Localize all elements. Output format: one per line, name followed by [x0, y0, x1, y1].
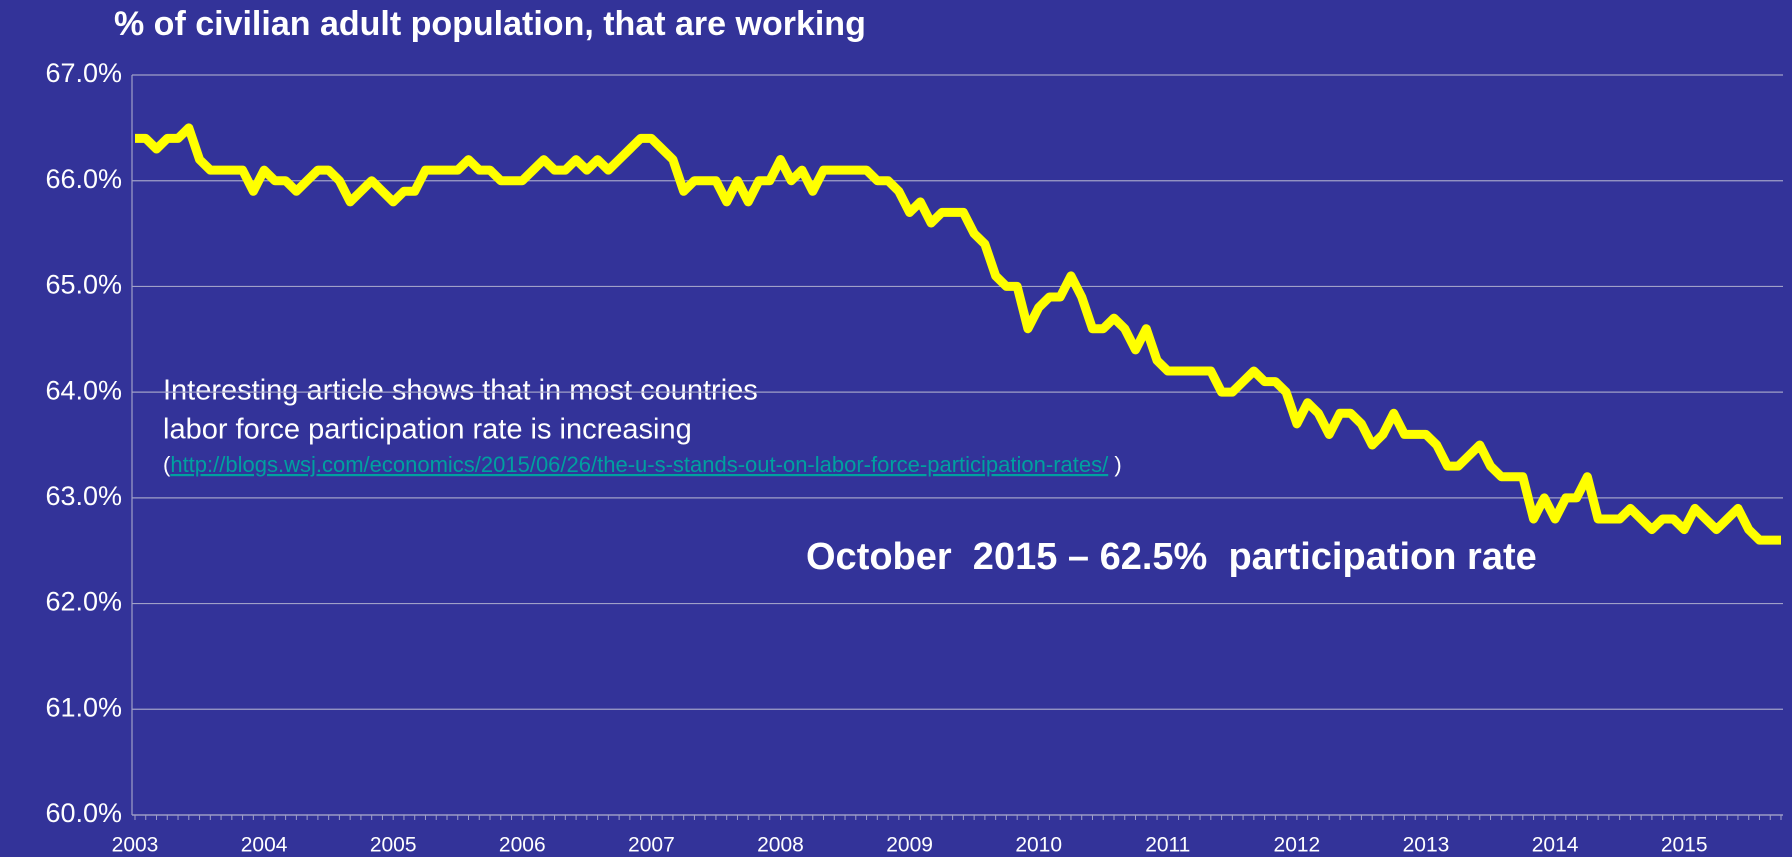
- x-tick-label: 2004: [241, 834, 288, 857]
- x-tick-label: 2007: [628, 834, 675, 857]
- x-tick-label: 2005: [370, 834, 417, 857]
- y-tick-label: 62.0%: [45, 587, 122, 617]
- chart-title: % of civilian adult population, that are…: [114, 5, 866, 43]
- paren: (: [163, 452, 171, 477]
- x-tick-label: 2003: [112, 834, 159, 857]
- paren: ): [1108, 452, 1121, 477]
- y-tick-label: 63.0%: [45, 481, 122, 511]
- y-tick-label: 60.0%: [45, 798, 122, 828]
- x-tick-label: 2009: [886, 834, 933, 857]
- x-tick-label: 2008: [757, 834, 804, 857]
- data-line: [135, 123, 1781, 545]
- x-tick-label: 2011: [1145, 834, 1190, 857]
- x-tick-label: 2010: [1015, 834, 1062, 857]
- y-tick-label: 66.0%: [45, 164, 122, 194]
- note-line: labor force participation rate is increa…: [163, 414, 692, 446]
- x-tick-label: 2014: [1532, 834, 1579, 857]
- x-tick-label: 2006: [499, 834, 546, 857]
- y-tick-label: 64.0%: [45, 375, 122, 405]
- note-link-line: (http://blogs.wsj.com/economics/2015/06/…: [163, 452, 1122, 477]
- y-tick-label: 61.0%: [45, 692, 122, 722]
- x-tick-label: 2012: [1274, 834, 1321, 857]
- x-tick-label: 2013: [1403, 834, 1450, 857]
- annotation: October 2015 – 62.5% participation rate: [806, 536, 1537, 578]
- y-tick-label: 67.0%: [45, 58, 122, 88]
- note-line: Interesting article shows that in most c…: [163, 375, 758, 407]
- link[interactable]: http://blogs.wsj.com/economics/2015/06/2…: [170, 452, 1109, 477]
- x-tick-label: 2015: [1661, 834, 1708, 857]
- y-tick-label: 65.0%: [45, 270, 122, 300]
